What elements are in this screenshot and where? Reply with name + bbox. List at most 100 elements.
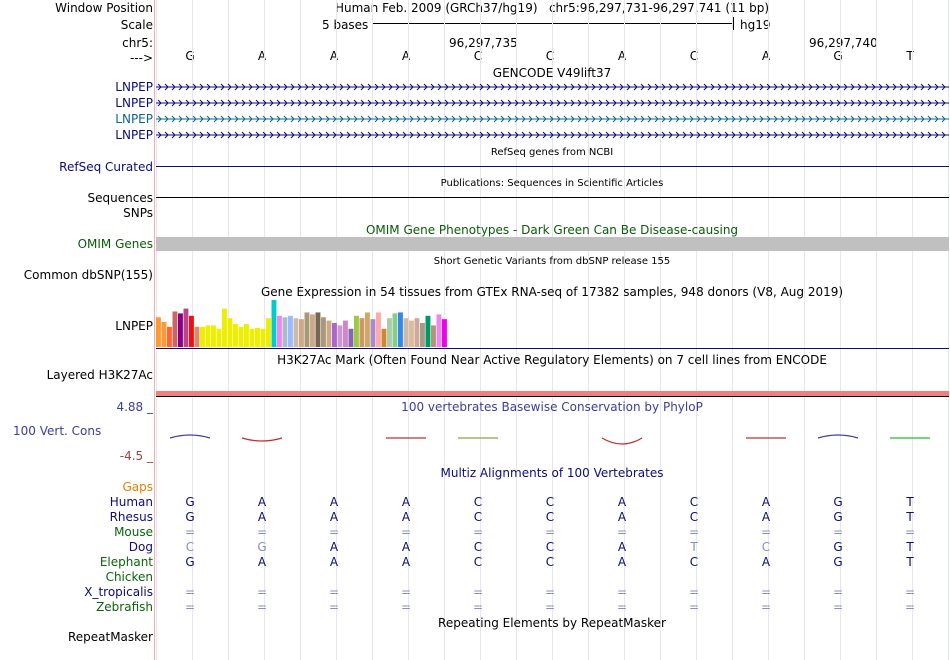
h3k27-signal[interactable]	[156, 391, 949, 396]
gtex-bar	[337, 325, 343, 347]
alignment-base: C	[473, 555, 483, 569]
strand-chevron	[752, 115, 757, 123]
alignment-base: C	[473, 510, 483, 524]
strand-chevron	[416, 83, 421, 91]
strand-chevron	[199, 115, 204, 123]
strand-chevron	[612, 99, 617, 107]
conservation-plot[interactable]	[0, 0, 950, 460]
sequences-line[interactable]	[156, 197, 949, 198]
strand-chevron	[654, 115, 659, 123]
strand-chevron	[311, 83, 316, 91]
strand-chevron	[374, 131, 379, 139]
strand-chevron	[857, 131, 862, 139]
refseq-label[interactable]: RefSeq Curated	[59, 160, 153, 174]
strand-chevron	[353, 83, 358, 91]
strand-chevron	[486, 115, 491, 123]
grid-line	[552, 0, 553, 660]
refseq-gene-line[interactable]	[156, 166, 949, 167]
strand-chevron	[822, 115, 827, 123]
species-label[interactable]: Chicken	[105, 570, 153, 584]
species-label[interactable]: Human	[109, 495, 153, 509]
cons-min-label: -4.5 _	[119, 449, 153, 463]
strand-chevron	[626, 131, 631, 139]
strand-chevron	[822, 83, 827, 91]
strand-chevron	[192, 131, 197, 139]
gtex-bar	[431, 325, 436, 347]
label-separator	[154, 0, 155, 660]
strand-chevron	[815, 115, 820, 123]
alignment-base: =	[688, 585, 700, 599]
alignment-base: =	[256, 600, 268, 614]
strand-chevron	[206, 131, 211, 139]
gencode-row-label[interactable]: LNPEP	[115, 80, 153, 94]
strand-chevron	[563, 83, 568, 91]
omim-label[interactable]: OMIM Genes	[77, 237, 153, 251]
strand-chevron	[647, 83, 652, 91]
snps-label[interactable]: SNPs	[123, 206, 153, 220]
strand-chevron	[521, 83, 526, 91]
cons-label[interactable]: 100 Vert. Cons	[13, 424, 102, 438]
gencode-gene-features[interactable]	[0, 0, 950, 150]
strand-chevron	[871, 131, 876, 139]
gtex-bar	[200, 326, 205, 347]
strand-chevron	[668, 83, 673, 91]
gtex-bar	[216, 328, 222, 347]
strand-chevron	[703, 131, 708, 139]
strand-chevron	[619, 83, 624, 91]
strand-chevron	[871, 99, 876, 107]
strand-chevron	[794, 131, 799, 139]
strand-chevron	[899, 115, 904, 123]
strand-chevron	[801, 99, 806, 107]
strand-chevron	[773, 83, 778, 91]
strand-chevron	[563, 131, 568, 139]
species-label[interactable]: Rhesus	[109, 510, 153, 524]
gencode-row-label[interactable]: LNPEP	[115, 96, 153, 110]
h3k27-label[interactable]: Layered H3K27Ac	[46, 368, 153, 382]
species-label[interactable]: Zebrafish	[96, 600, 153, 614]
gencode-row-label[interactable]: LNPEP	[115, 112, 153, 126]
strand-chevron	[843, 131, 848, 139]
strand-chevron	[402, 99, 407, 107]
gtex-baseline	[156, 348, 949, 349]
sequences-label[interactable]: Sequences	[87, 191, 153, 205]
gtex-bar	[343, 320, 348, 347]
strand-chevron	[577, 99, 582, 107]
strand-chevron	[556, 131, 561, 139]
gtex-bar	[392, 313, 398, 347]
gencode-row-label[interactable]: LNPEP	[115, 128, 153, 142]
strand-chevron	[255, 99, 260, 107]
base-letter: C	[473, 49, 483, 63]
strand-chevron	[850, 115, 855, 123]
scale-label: Scale	[120, 18, 153, 32]
species-label[interactable]: Gaps	[122, 480, 153, 494]
strand-chevron	[535, 115, 540, 123]
strand-chevron	[157, 131, 162, 139]
species-label[interactable]: X_tropicalis	[84, 585, 153, 599]
strand-chevron	[227, 131, 232, 139]
strand-chevron	[822, 131, 827, 139]
gtex-bar	[205, 325, 211, 347]
strand-chevron	[227, 99, 232, 107]
alignment-base: =	[328, 585, 340, 599]
gtex-bar-chart[interactable]	[0, 0, 950, 360]
base-letter: C	[545, 49, 555, 63]
omim-feature-bar[interactable]	[156, 237, 949, 251]
gtex-label[interactable]: LNPEP	[115, 319, 153, 333]
strand-chevron	[157, 83, 162, 91]
strand-chevron	[311, 99, 316, 107]
strand-chevron	[514, 83, 519, 91]
refseq-title: RefSeq genes from NCBI	[490, 147, 614, 158]
strand-chevron	[654, 131, 659, 139]
species-label[interactable]: Elephant	[99, 555, 153, 569]
dbsnp-label[interactable]: Common dbSNP(155)	[23, 268, 153, 282]
species-label[interactable]: Mouse	[114, 525, 153, 539]
strand-chevron	[542, 131, 547, 139]
strand-chevron	[906, 131, 911, 139]
strand-chevron	[927, 115, 932, 123]
strand-chevron	[675, 83, 680, 91]
strand-chevron	[577, 83, 582, 91]
species-label[interactable]: Dog	[128, 540, 153, 554]
strand-chevron	[199, 83, 204, 91]
repeat-label[interactable]: RepeatMasker	[67, 630, 153, 644]
